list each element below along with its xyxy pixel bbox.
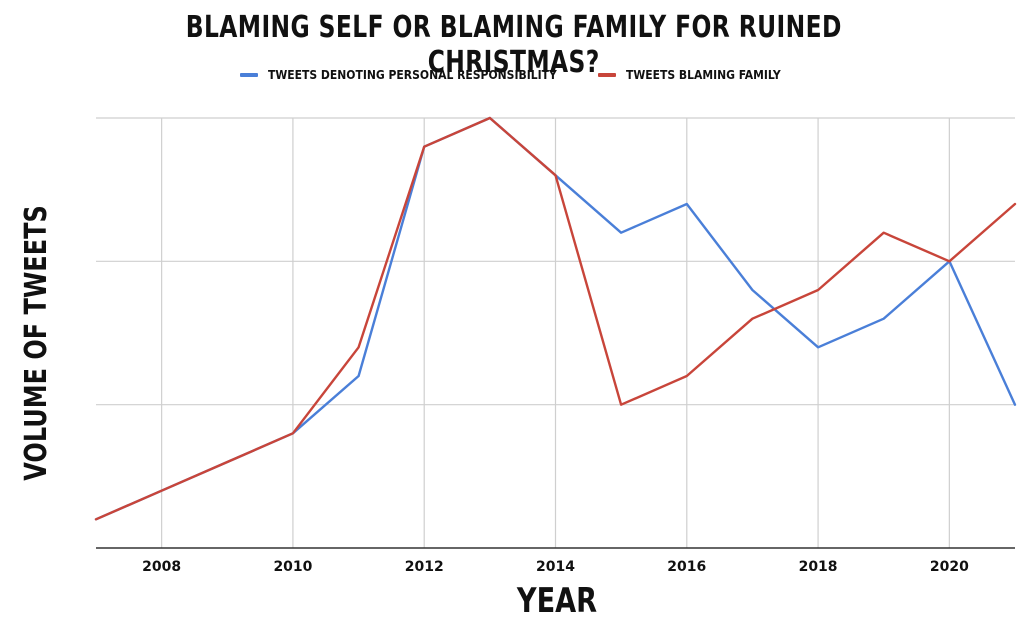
chart-title: BLAMING SELF OR BLAMING FAMILY FOR RUINE… [185,10,842,80]
legend-item-personal: TWEETS DENOTING PERSONAL RESPONSIBILITY [240,68,557,82]
x-tick-label: 2014 [536,559,575,575]
legend-label-family: TWEETS BLAMING FAMILY [626,68,781,82]
y-axis-title: VOLUME OF TWEETS [19,205,53,480]
grid [96,117,1015,549]
legend-swatch-personal [240,73,258,77]
x-tick-label: 2012 [405,559,444,575]
x-tick-label: 2008 [142,559,181,575]
legend-label-personal: TWEETS DENOTING PERSONAL RESPONSIBILITY [268,68,557,82]
x-tick-label: 2018 [799,559,838,575]
series-layer [94,116,1017,521]
x-tick-label: 2016 [667,559,706,575]
x-tick-label: 2010 [273,559,312,575]
legend-swatch-family [598,73,616,77]
series-line-family [94,116,1017,521]
legend: TWEETS DENOTING PERSONAL RESPONSIBILITY … [0,68,1024,88]
x-tick-labels: 2008 2010 2012 2014 2016 2018 2020 [142,559,969,575]
x-axis-title: YEAR [516,581,597,621]
legend-item-family: TWEETS BLAMING FAMILY [598,68,781,82]
x-tick-label: 2020 [930,559,969,575]
